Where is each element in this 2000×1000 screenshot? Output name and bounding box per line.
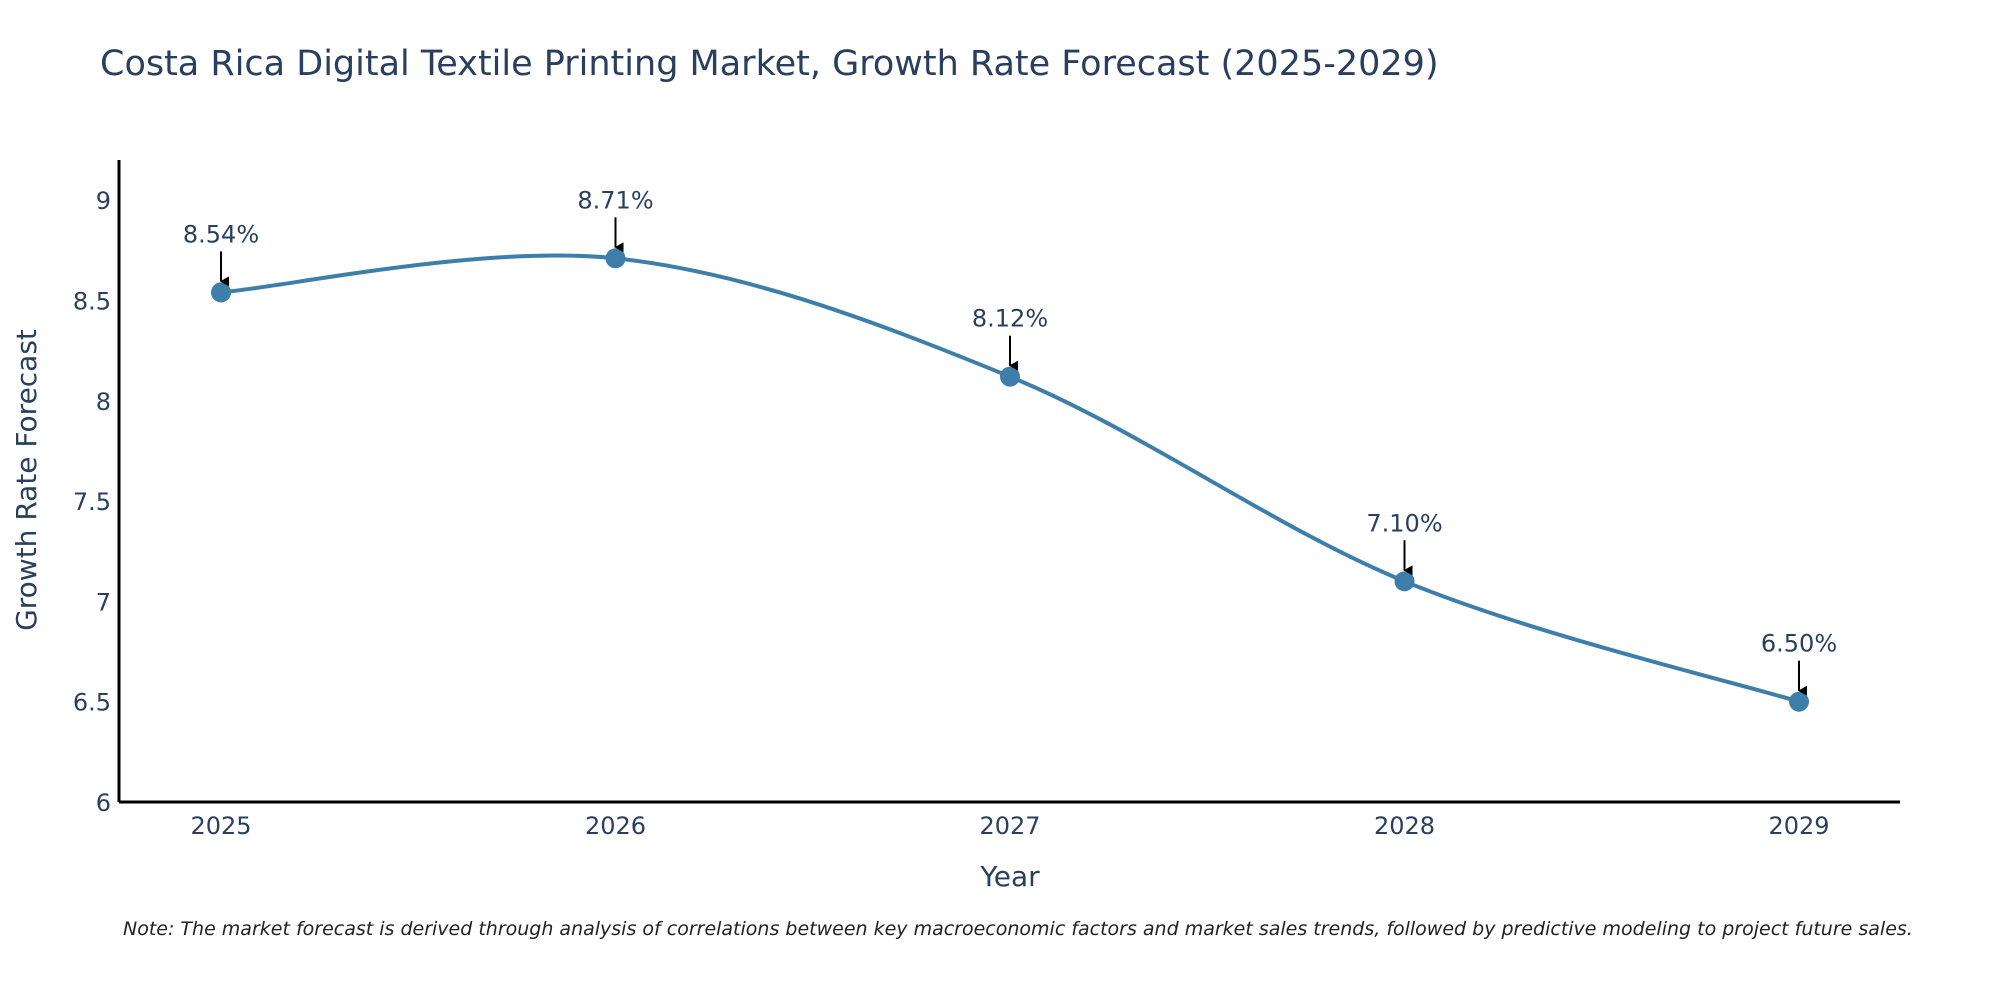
data-point [211,282,231,303]
y-tick-label: 7.5 [73,488,111,516]
x-tick-label: 2028 [1374,812,1435,840]
x-axis-label: Year [979,860,1040,893]
y-tick-label: 7 [96,588,111,616]
x-tick-label: 2027 [979,812,1040,840]
data-point [1000,366,1020,387]
data-label: 8.54% [183,220,259,248]
footnote: Note: The market forecast is derived thr… [123,918,1913,940]
data-label: 6.50% [1761,630,1837,658]
data-label: 8.12% [972,305,1048,333]
data-label: 7.10% [1366,509,1442,537]
data-point [1789,691,1809,712]
data-point [605,248,626,269]
y-tick-label: 8 [96,388,111,416]
x-tick-label: 2029 [1768,812,1829,840]
data-label: 8.71% [577,186,653,214]
y-tick-label: 6 [96,789,111,817]
data-point [1394,571,1415,592]
chart-title: Costa Rica Digital Textile Printing Mark… [100,44,1439,84]
y-tick-label: 8.5 [73,287,111,315]
y-axis-label: Growth Rate Forecast [10,329,43,631]
y-tick-label: 6.5 [73,689,111,717]
x-tick-label: 2026 [585,812,646,840]
x-tick-label: 2025 [190,812,251,840]
y-tick-label: 9 [96,187,111,215]
